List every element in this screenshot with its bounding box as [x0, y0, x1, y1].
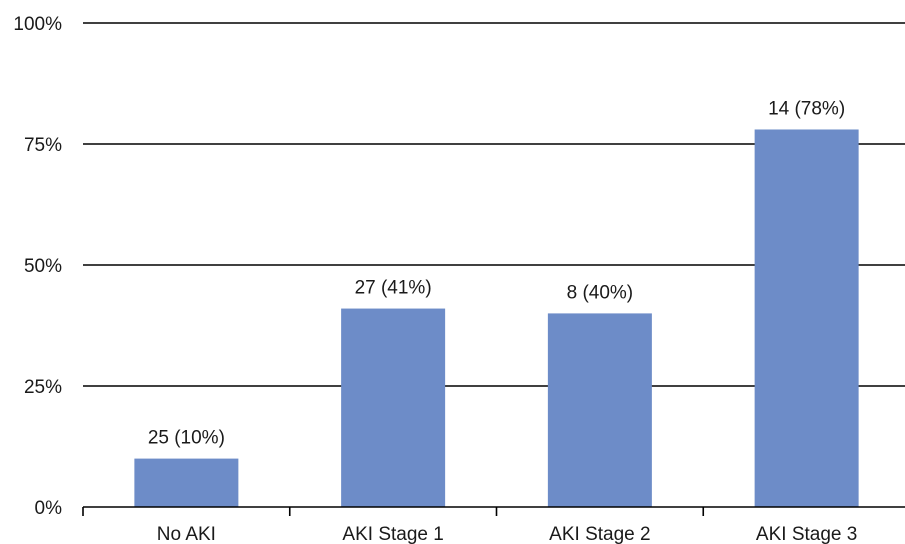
x-tick-label: AKI Stage 2 — [549, 524, 650, 544]
y-tick-label: 25% — [24, 377, 62, 398]
x-tick-label: AKI Stage 1 — [342, 524, 443, 544]
y-tick-label: 50% — [24, 256, 62, 277]
y-tick-label: 0% — [35, 498, 63, 519]
bars — [134, 129, 859, 508]
bar — [547, 313, 652, 507]
y-tick-label: 100% — [13, 14, 62, 35]
bar — [341, 308, 446, 507]
data-label: 27 (41%) — [355, 278, 432, 299]
data-labels: 25 (10%) 27 (41%) 8 (40%) 14 (78%) — [148, 98, 845, 448]
x-tick-labels: No AKI AKI Stage 1 AKI Stage 2 AKI Stage 3 — [157, 524, 858, 544]
bar — [754, 129, 859, 508]
x-axis — [82, 506, 905, 516]
x-tick-label: AKI Stage 3 — [756, 524, 857, 544]
x-tick-label: No AKI — [157, 524, 216, 544]
data-label: 8 (40%) — [567, 282, 634, 303]
bar — [134, 458, 239, 507]
y-tick-labels: 0% 25% 50% 75% 100% — [13, 14, 62, 519]
data-label: 14 (78%) — [768, 98, 845, 119]
y-tick-label: 75% — [24, 135, 62, 156]
data-label: 25 (10%) — [148, 428, 225, 449]
